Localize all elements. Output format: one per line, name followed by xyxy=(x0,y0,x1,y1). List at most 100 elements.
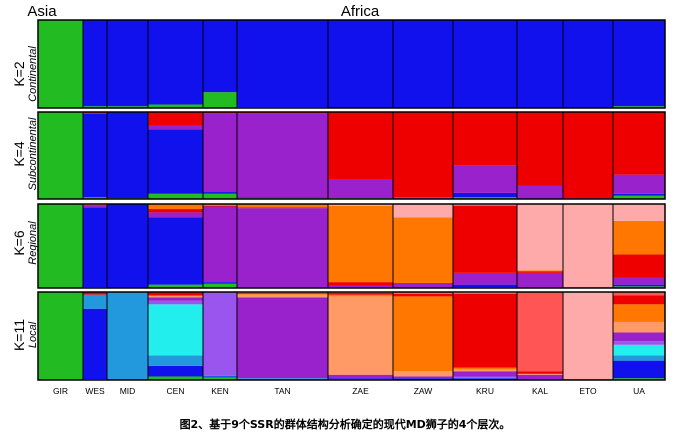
population-label-ua: UA xyxy=(633,386,645,396)
bar-segment-kal-c7 xyxy=(517,373,563,375)
bar-segment-eto-c4 xyxy=(563,112,613,199)
bar-segment-kal-c2 xyxy=(517,20,563,108)
bar-segment-cen-c1 xyxy=(148,104,203,108)
k-label: K=11 xyxy=(11,319,27,351)
bar-segment-ken-c3 xyxy=(203,113,237,193)
k-level-label: Subcontinental xyxy=(27,117,39,190)
panel-k11 xyxy=(37,291,666,381)
bar-segment-ua-c5 xyxy=(613,220,665,255)
bar-segment-cen-c3 xyxy=(148,355,203,366)
bar-segment-kru-c9 xyxy=(453,293,517,368)
bar-segment-ua-c5 xyxy=(613,341,665,345)
bar-segment-zaw-c10 xyxy=(393,292,453,294)
bar-segment-kal-c6 xyxy=(517,374,563,380)
bar-segment-tan-c4 xyxy=(237,207,328,209)
bar-segment-zaw-c8 xyxy=(393,296,453,372)
bar-segment-cen-c2 xyxy=(148,217,203,285)
bar-segment-ua-c2 xyxy=(613,20,665,107)
population-label-eto: ETO xyxy=(579,386,597,396)
bar-segment-wes-c3 xyxy=(83,294,107,309)
bar-segment-wes-c1 xyxy=(83,106,107,108)
population-label-tan: TAN xyxy=(274,386,290,396)
structure-panels: K=2 Continental K=4 Subcontinental K=6 Region… xyxy=(11,19,666,381)
bar-segment-kru-c1 xyxy=(453,197,517,199)
bar-segment-zaw-c3 xyxy=(393,197,453,199)
bar-segment-zae-c6 xyxy=(328,374,393,379)
bar-segment-zaw-c7 xyxy=(393,371,453,377)
bar-segment-tan-c7 xyxy=(237,294,328,298)
bar-segment-kru-c4 xyxy=(453,112,517,166)
bar-segment-tan-c4 xyxy=(237,112,328,114)
bar-segment-mid-c2 xyxy=(107,112,148,199)
population-label-wes: WES xyxy=(85,386,105,396)
bar-segment-zaw-c3 xyxy=(393,282,453,288)
bar-segment-kru-c5 xyxy=(453,376,517,378)
bar-segment-tan-c5 xyxy=(237,204,328,208)
panel-frame xyxy=(37,291,666,381)
bar-segment-ua-c3 xyxy=(613,355,665,361)
bar-segment-gir-c1 xyxy=(38,292,83,380)
bar-segment-kru-c6 xyxy=(453,371,517,377)
bar-segment-zae-c2 xyxy=(328,378,393,380)
bar-segment-kal-c6 xyxy=(517,204,563,271)
bar-segment-cen-c3 xyxy=(148,212,203,218)
bar-segment-ua-c2 xyxy=(613,193,665,196)
bar-segment-cen-c1 xyxy=(148,376,203,380)
bar-segment-ken-c3 xyxy=(203,206,237,283)
bar-segment-ken-c2 xyxy=(203,282,237,284)
bar-segment-kal-c3 xyxy=(517,185,563,199)
bar-segment-kru-c2 xyxy=(453,378,517,380)
bar-segment-zae-c4 xyxy=(328,112,393,179)
bar-segment-ua-c1 xyxy=(613,106,665,108)
bar-segment-kal-c5 xyxy=(517,270,563,272)
bar-segment-kal-c9 xyxy=(517,371,563,374)
bar-segment-zaw-c9 xyxy=(393,293,453,297)
population-label-zaw: ZAW xyxy=(414,386,433,396)
population-label-cen: CEN xyxy=(167,386,185,396)
bar-segment-kru-c10 xyxy=(453,292,517,294)
bar-segment-zaw-c6 xyxy=(393,376,453,379)
bar-segment-wes-c4 xyxy=(83,112,107,114)
bar-segment-gir-c1 xyxy=(38,204,83,288)
bar-segment-cen-c2 xyxy=(148,20,203,105)
bar-segment-cen-c4 xyxy=(148,304,203,356)
population-label-ken: KEN xyxy=(211,386,228,396)
bar-segment-zae-c4 xyxy=(328,282,393,286)
bar-segment-ua-c3 xyxy=(613,174,665,194)
bar-segment-zae-c9 xyxy=(328,292,393,295)
panel-k2 xyxy=(37,19,666,109)
bar-segment-ua-c4 xyxy=(613,254,665,278)
bar-segment-tan-c2 xyxy=(237,197,328,199)
bar-segment-kru-c2 xyxy=(453,20,517,108)
bar-segment-cen-c1 xyxy=(148,284,203,288)
bar-segment-zaw-c4 xyxy=(393,112,453,198)
bar-segment-wes-c2 xyxy=(83,308,107,380)
bar-segment-mid-c2 xyxy=(107,204,148,288)
bar-segment-ua-c8 xyxy=(613,304,665,322)
k-level-label: Continental xyxy=(27,46,39,102)
k-label: K=6 xyxy=(11,230,27,256)
k-label: K=2 xyxy=(11,61,27,87)
bar-segment-ua-c7 xyxy=(613,321,665,333)
population-label-kru: KRU xyxy=(476,386,494,396)
bar-segment-zae-c3 xyxy=(328,285,393,288)
bar-segment-cen-c4 xyxy=(148,112,203,126)
bar-segment-zaw-c5 xyxy=(393,217,453,283)
bar-segment-tan-c6 xyxy=(237,297,328,379)
bar-segment-wes-c2 xyxy=(83,113,107,198)
bar-segment-tan-c8 xyxy=(237,293,328,295)
bar-segment-ken-c1 xyxy=(203,193,237,199)
bar-segment-cen-c2 xyxy=(148,365,203,377)
bar-segment-wes-c4 xyxy=(83,204,107,206)
bar-segment-cen-c3 xyxy=(148,125,203,130)
bar-segment-zae-c3 xyxy=(328,178,393,199)
bar-segment-ua-c1 xyxy=(613,378,665,380)
bar-segment-tan-c3 xyxy=(237,378,328,380)
panel-frame xyxy=(37,203,666,289)
bar-segment-ken-c2 xyxy=(203,20,237,93)
k-level-label: Regional xyxy=(27,221,39,265)
bar-segment-mid-c2 xyxy=(107,20,148,107)
structure-plot: Asia Africa K=2 Continental K=4 Subcontinen… xyxy=(11,3,666,396)
bar-segment-kru-c3 xyxy=(453,272,517,285)
bar-segment-cen-c4 xyxy=(148,209,203,213)
